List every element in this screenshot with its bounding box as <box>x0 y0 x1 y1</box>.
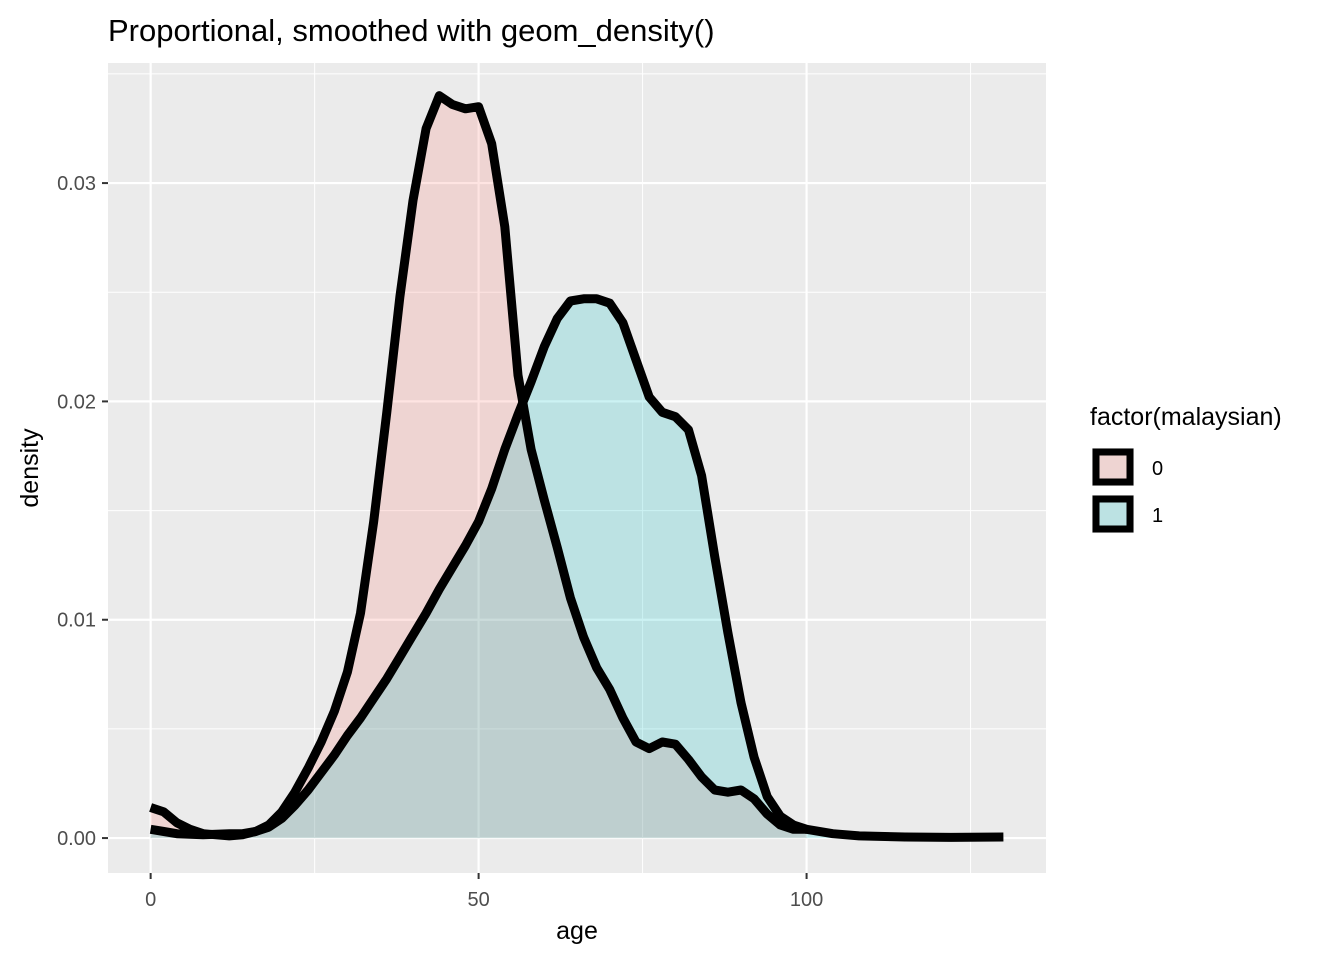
legend-title: factor(malaysian) <box>1090 403 1282 431</box>
grid-lines <box>108 63 1046 873</box>
y-axis-title: density <box>16 428 44 508</box>
legend: factor(malaysian) 0 1 <box>1090 403 1282 533</box>
density-area-1 <box>150 298 1004 839</box>
x-axis-title: age <box>556 917 598 945</box>
density-series <box>149 91 1004 842</box>
x-tick-label: 100 <box>790 889 823 911</box>
legend-key-1 <box>1092 495 1134 533</box>
legend-key-0 <box>1092 448 1134 486</box>
axes: 0.00 0.01 0.02 0.03 0 50 100 <box>57 173 823 911</box>
y-tick-label: 0.02 <box>57 391 96 413</box>
x-tick-label: 0 <box>145 889 156 911</box>
legend-label-1: 1 <box>1152 505 1163 527</box>
plot-panel <box>108 63 1046 873</box>
y-tick-label: 0.01 <box>57 610 96 632</box>
y-tick-label: 0.03 <box>57 173 96 195</box>
chart-title: Proportional, smoothed with geom_density… <box>108 13 715 48</box>
y-tick-label: 0.00 <box>57 828 96 850</box>
density-area-0 <box>150 95 807 839</box>
x-tick-label: 50 <box>467 889 489 911</box>
density-line-1 <box>149 294 1004 842</box>
legend-label-0: 0 <box>1152 458 1163 480</box>
